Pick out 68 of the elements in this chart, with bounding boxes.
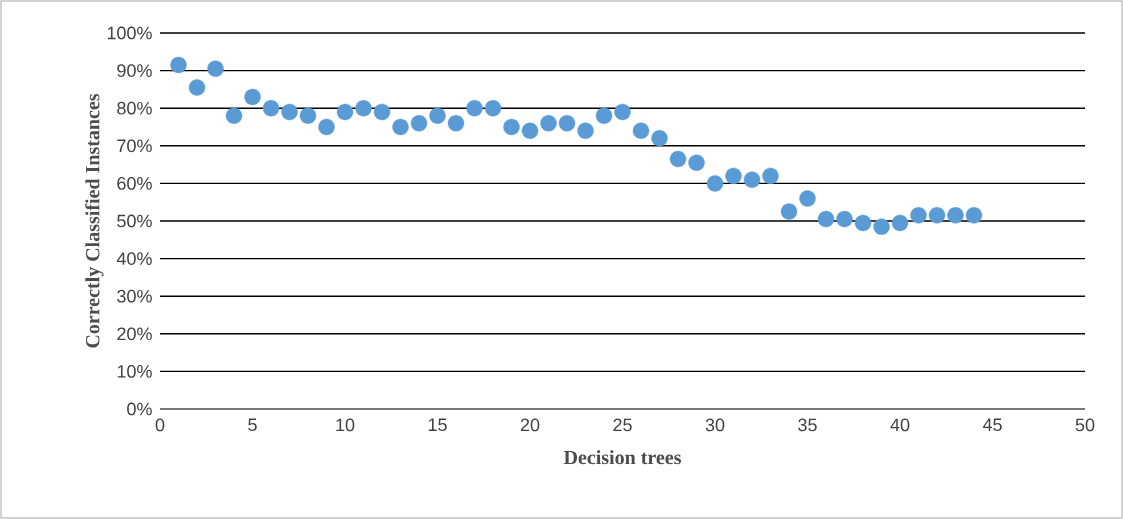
x-tick-label: 10 [336, 418, 355, 432]
point [484, 99, 502, 117]
point [725, 167, 742, 185]
point [299, 107, 317, 124]
point [521, 122, 539, 139]
x-tick-label: 15 [428, 418, 447, 432]
point [632, 122, 650, 139]
point [170, 56, 187, 74]
point [928, 207, 946, 224]
x-tick-label: 20 [520, 418, 540, 432]
y-tick-label: 30% [117, 289, 152, 303]
point [355, 99, 372, 117]
point [965, 207, 983, 224]
y-tick-label: 0% [127, 402, 152, 416]
x-tick-label: 50 [1075, 418, 1095, 432]
point [651, 130, 668, 147]
y-tick-label: 90% [117, 64, 152, 77]
point [762, 167, 779, 185]
point [817, 210, 835, 228]
point [743, 171, 761, 188]
point [336, 103, 354, 121]
x-axis-title: Decision trees [563, 450, 681, 465]
x-tick-label: 35 [798, 418, 817, 432]
y-tick-label: 60% [117, 177, 152, 190]
point [614, 103, 631, 121]
point [188, 79, 206, 96]
point [540, 115, 557, 132]
point [207, 60, 224, 77]
y-tick-label: 80% [117, 101, 152, 115]
y-tick-label: 100% [107, 26, 152, 40]
point [577, 122, 594, 139]
point [891, 214, 909, 232]
point [836, 210, 853, 228]
y-tick-label: 10% [117, 365, 152, 378]
y-tick-label: 70% [117, 139, 152, 153]
y-tick-label: 50% [117, 214, 152, 228]
x-tick-label: 5 [248, 418, 257, 432]
x-tick-label: 45 [982, 418, 1002, 432]
point [799, 190, 816, 207]
point [410, 115, 428, 132]
point [873, 218, 890, 235]
point [262, 99, 280, 117]
point [225, 107, 243, 124]
x-tick-label: 0 [155, 418, 165, 432]
point [595, 107, 613, 124]
point [373, 103, 391, 121]
point [558, 115, 576, 132]
point [910, 207, 927, 224]
point [429, 107, 446, 124]
y-axis-title: Correctly Classified Instances [85, 93, 104, 348]
y-tick-label: 20% [117, 327, 152, 341]
point [281, 103, 298, 121]
x-tick-label: 30 [705, 418, 725, 432]
point [780, 203, 798, 220]
point [669, 150, 687, 168]
point [318, 118, 335, 136]
point [447, 115, 465, 132]
point [706, 175, 724, 192]
point [466, 99, 483, 117]
point [947, 207, 964, 224]
point [244, 88, 261, 106]
x-tick-label: 40 [890, 418, 910, 432]
point [392, 118, 409, 136]
x-tick-label: 25 [613, 418, 632, 432]
y-tick-label: 40% [116, 252, 152, 265]
point [854, 214, 872, 232]
point [503, 118, 520, 136]
point [688, 154, 705, 171]
